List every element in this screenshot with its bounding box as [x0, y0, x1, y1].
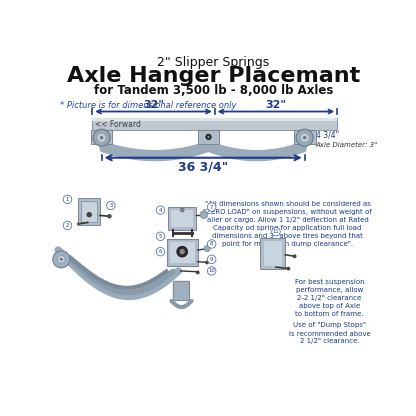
- Circle shape: [87, 213, 92, 217]
- FancyBboxPatch shape: [167, 238, 198, 266]
- FancyBboxPatch shape: [92, 118, 337, 121]
- Text: 7: 7: [210, 205, 213, 210]
- Text: 4: 4: [159, 208, 162, 213]
- Text: 8: 8: [210, 241, 213, 246]
- Circle shape: [179, 249, 185, 254]
- Text: 36 3/4": 36 3/4": [178, 160, 228, 173]
- Circle shape: [296, 129, 313, 146]
- Text: 3: 3: [109, 203, 112, 208]
- Text: 9: 9: [210, 257, 213, 262]
- Text: for Tandem 3,500 lb - 8,000 lb Axles: for Tandem 3,500 lb - 8,000 lb Axles: [94, 84, 333, 97]
- Circle shape: [97, 133, 106, 142]
- Text: 1: 1: [66, 197, 69, 202]
- FancyBboxPatch shape: [264, 241, 282, 265]
- Text: * Picture is for dimensional reference only: * Picture is for dimensional reference o…: [60, 101, 236, 110]
- Circle shape: [204, 245, 210, 252]
- FancyBboxPatch shape: [92, 118, 337, 130]
- Circle shape: [106, 201, 115, 210]
- Text: Use of "Dump Stops"
is recommended above
2 1/2" clearance.: Use of "Dump Stops" is recommended above…: [289, 322, 370, 344]
- Text: "All dimensions shown should be considered as
"ZERO LOAD" on suspensions, withou: "All dimensions shown should be consider…: [203, 201, 372, 247]
- FancyBboxPatch shape: [82, 201, 97, 223]
- FancyBboxPatch shape: [173, 281, 190, 300]
- FancyBboxPatch shape: [78, 198, 100, 225]
- FancyBboxPatch shape: [294, 130, 315, 144]
- Text: << Forward: << Forward: [95, 120, 141, 129]
- Text: For best suspension
performance, allow
2-2 1/2" clearance
above top of Axle
to b: For best suspension performance, allow 2…: [295, 280, 364, 317]
- Circle shape: [272, 228, 280, 236]
- Circle shape: [208, 255, 216, 264]
- Circle shape: [93, 129, 110, 146]
- Text: 2: 2: [66, 223, 69, 228]
- Text: 32": 32": [143, 100, 164, 110]
- Circle shape: [208, 136, 210, 138]
- FancyBboxPatch shape: [170, 242, 195, 263]
- Text: 32": 32": [265, 100, 287, 110]
- FancyBboxPatch shape: [171, 210, 193, 227]
- Circle shape: [63, 221, 72, 230]
- Circle shape: [205, 260, 209, 264]
- Circle shape: [156, 232, 165, 240]
- Circle shape: [303, 136, 306, 139]
- Circle shape: [53, 251, 70, 268]
- Text: Axle Hanger Placemant: Axle Hanger Placemant: [67, 66, 360, 86]
- FancyBboxPatch shape: [91, 130, 112, 144]
- FancyBboxPatch shape: [198, 130, 219, 144]
- Text: 11: 11: [272, 229, 280, 234]
- Circle shape: [208, 240, 216, 248]
- Circle shape: [180, 208, 184, 212]
- Circle shape: [196, 270, 200, 275]
- Circle shape: [177, 246, 188, 257]
- Circle shape: [156, 206, 165, 214]
- Circle shape: [57, 255, 65, 263]
- FancyBboxPatch shape: [168, 207, 196, 230]
- Circle shape: [292, 254, 297, 258]
- Text: 10: 10: [208, 268, 215, 273]
- Text: 6: 6: [159, 249, 162, 254]
- Circle shape: [100, 136, 103, 138]
- Circle shape: [200, 211, 208, 218]
- Circle shape: [302, 134, 307, 140]
- Circle shape: [77, 223, 80, 225]
- Circle shape: [208, 203, 216, 211]
- Circle shape: [60, 258, 63, 261]
- Circle shape: [206, 134, 211, 140]
- Circle shape: [100, 136, 103, 139]
- Text: 4 3/4": 4 3/4": [315, 131, 339, 140]
- Text: Axle Diameter: 3": Axle Diameter: 3": [315, 142, 378, 149]
- Circle shape: [304, 136, 306, 138]
- Circle shape: [300, 133, 310, 142]
- Text: 2" Slipper Springs: 2" Slipper Springs: [157, 56, 269, 69]
- Circle shape: [63, 195, 72, 203]
- Circle shape: [99, 134, 104, 140]
- Circle shape: [208, 267, 216, 275]
- Circle shape: [107, 214, 111, 218]
- FancyBboxPatch shape: [260, 238, 285, 269]
- Text: 5: 5: [159, 234, 162, 239]
- Circle shape: [287, 267, 290, 270]
- Circle shape: [156, 248, 165, 256]
